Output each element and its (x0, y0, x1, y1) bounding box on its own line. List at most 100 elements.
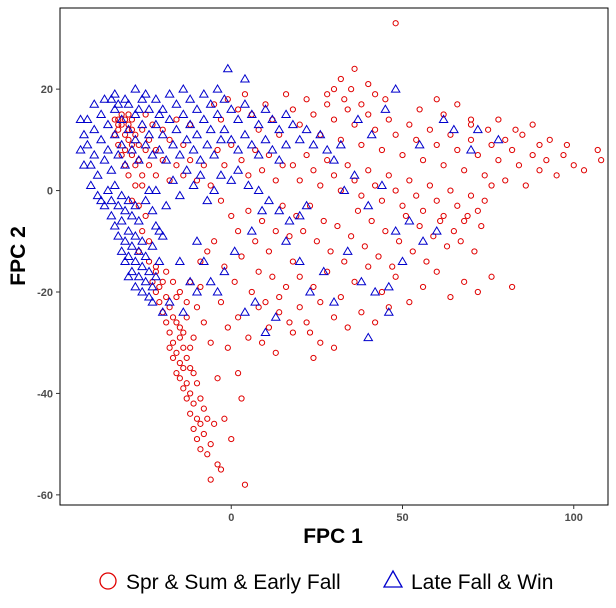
data-point (154, 256, 165, 266)
data-point (404, 215, 415, 225)
data-point (594, 146, 601, 154)
data-point (474, 288, 481, 296)
data-point (205, 99, 216, 108)
data-point (226, 175, 237, 184)
data-point (113, 200, 124, 210)
data-point (187, 157, 194, 164)
data-point (181, 165, 192, 174)
data-point (200, 319, 207, 326)
data-point (258, 339, 266, 346)
y-axis-title: FPC 2 (7, 226, 30, 286)
data-point (187, 364, 194, 372)
data-point (123, 124, 134, 134)
data-point (75, 114, 86, 124)
data-point (130, 281, 141, 291)
data-point (183, 380, 190, 387)
data-point (157, 104, 168, 113)
data-point (197, 395, 204, 402)
data-point (280, 236, 292, 245)
data-point (419, 157, 427, 164)
data-point (219, 266, 230, 276)
data-point (164, 89, 175, 98)
data-point (130, 231, 141, 240)
data-point (328, 296, 340, 306)
data-point (126, 210, 137, 220)
data-point (349, 170, 360, 179)
data-point (447, 293, 454, 301)
data-point (188, 144, 199, 154)
data-point (140, 139, 151, 149)
data-point (245, 334, 252, 341)
data-point (392, 187, 399, 194)
data-point (120, 205, 131, 215)
data-point (286, 233, 293, 240)
data-point (219, 94, 230, 103)
data-point (233, 114, 244, 124)
legend: Spr & Sum & Early Fall Late Fall & Win (99, 569, 553, 594)
data-point (217, 466, 225, 473)
data-point (193, 415, 201, 422)
data-point (207, 182, 214, 189)
data-point (198, 89, 209, 98)
data-point (132, 182, 139, 189)
data-point (395, 238, 403, 245)
data-point (238, 395, 245, 402)
data-point (163, 293, 170, 301)
data-point (519, 131, 526, 138)
data-point (102, 144, 114, 154)
data-point (250, 296, 261, 306)
data-point (294, 256, 305, 266)
data-point (166, 136, 173, 143)
data-point (224, 344, 231, 351)
data-point (272, 228, 279, 235)
data-point (140, 251, 151, 260)
data-point (257, 205, 268, 215)
data-point (330, 344, 338, 351)
data-point (330, 116, 338, 123)
data-point (440, 162, 447, 169)
data-point (185, 94, 196, 103)
data-point (337, 136, 344, 143)
data-point (246, 109, 257, 118)
data-point (417, 236, 429, 245)
data-point (253, 185, 264, 195)
data-point (143, 185, 155, 195)
data-point (150, 220, 161, 230)
data-point (204, 451, 211, 458)
data-point (140, 89, 151, 98)
data-point (301, 124, 312, 134)
data-point (512, 126, 519, 133)
data-point (457, 238, 464, 245)
data-point (180, 385, 187, 392)
data-point (241, 91, 249, 98)
data-point (200, 405, 207, 412)
data-point (330, 86, 338, 93)
data-point (116, 246, 127, 255)
data-point (318, 266, 329, 276)
data-point (366, 129, 377, 139)
data-point (214, 375, 221, 382)
data-point (231, 278, 238, 285)
data-point (211, 238, 218, 245)
data-point (433, 141, 440, 149)
data-point (303, 96, 310, 103)
x-tick-label: 100 (565, 512, 583, 524)
data-point (253, 119, 264, 129)
data-point (351, 278, 358, 285)
data-point (214, 461, 221, 468)
data-point (536, 141, 543, 149)
data-point (443, 243, 451, 250)
data-point (246, 139, 257, 149)
data-point (171, 99, 182, 108)
data-point (120, 236, 131, 245)
data-point (154, 144, 165, 154)
data-point (363, 200, 374, 210)
data-point (502, 136, 509, 143)
data-point (598, 157, 605, 164)
data-point (238, 253, 245, 260)
data-point (375, 253, 382, 260)
data-point (358, 192, 365, 199)
data-point (229, 246, 240, 255)
legend-circle-marker (99, 572, 117, 590)
data-point (282, 91, 290, 98)
